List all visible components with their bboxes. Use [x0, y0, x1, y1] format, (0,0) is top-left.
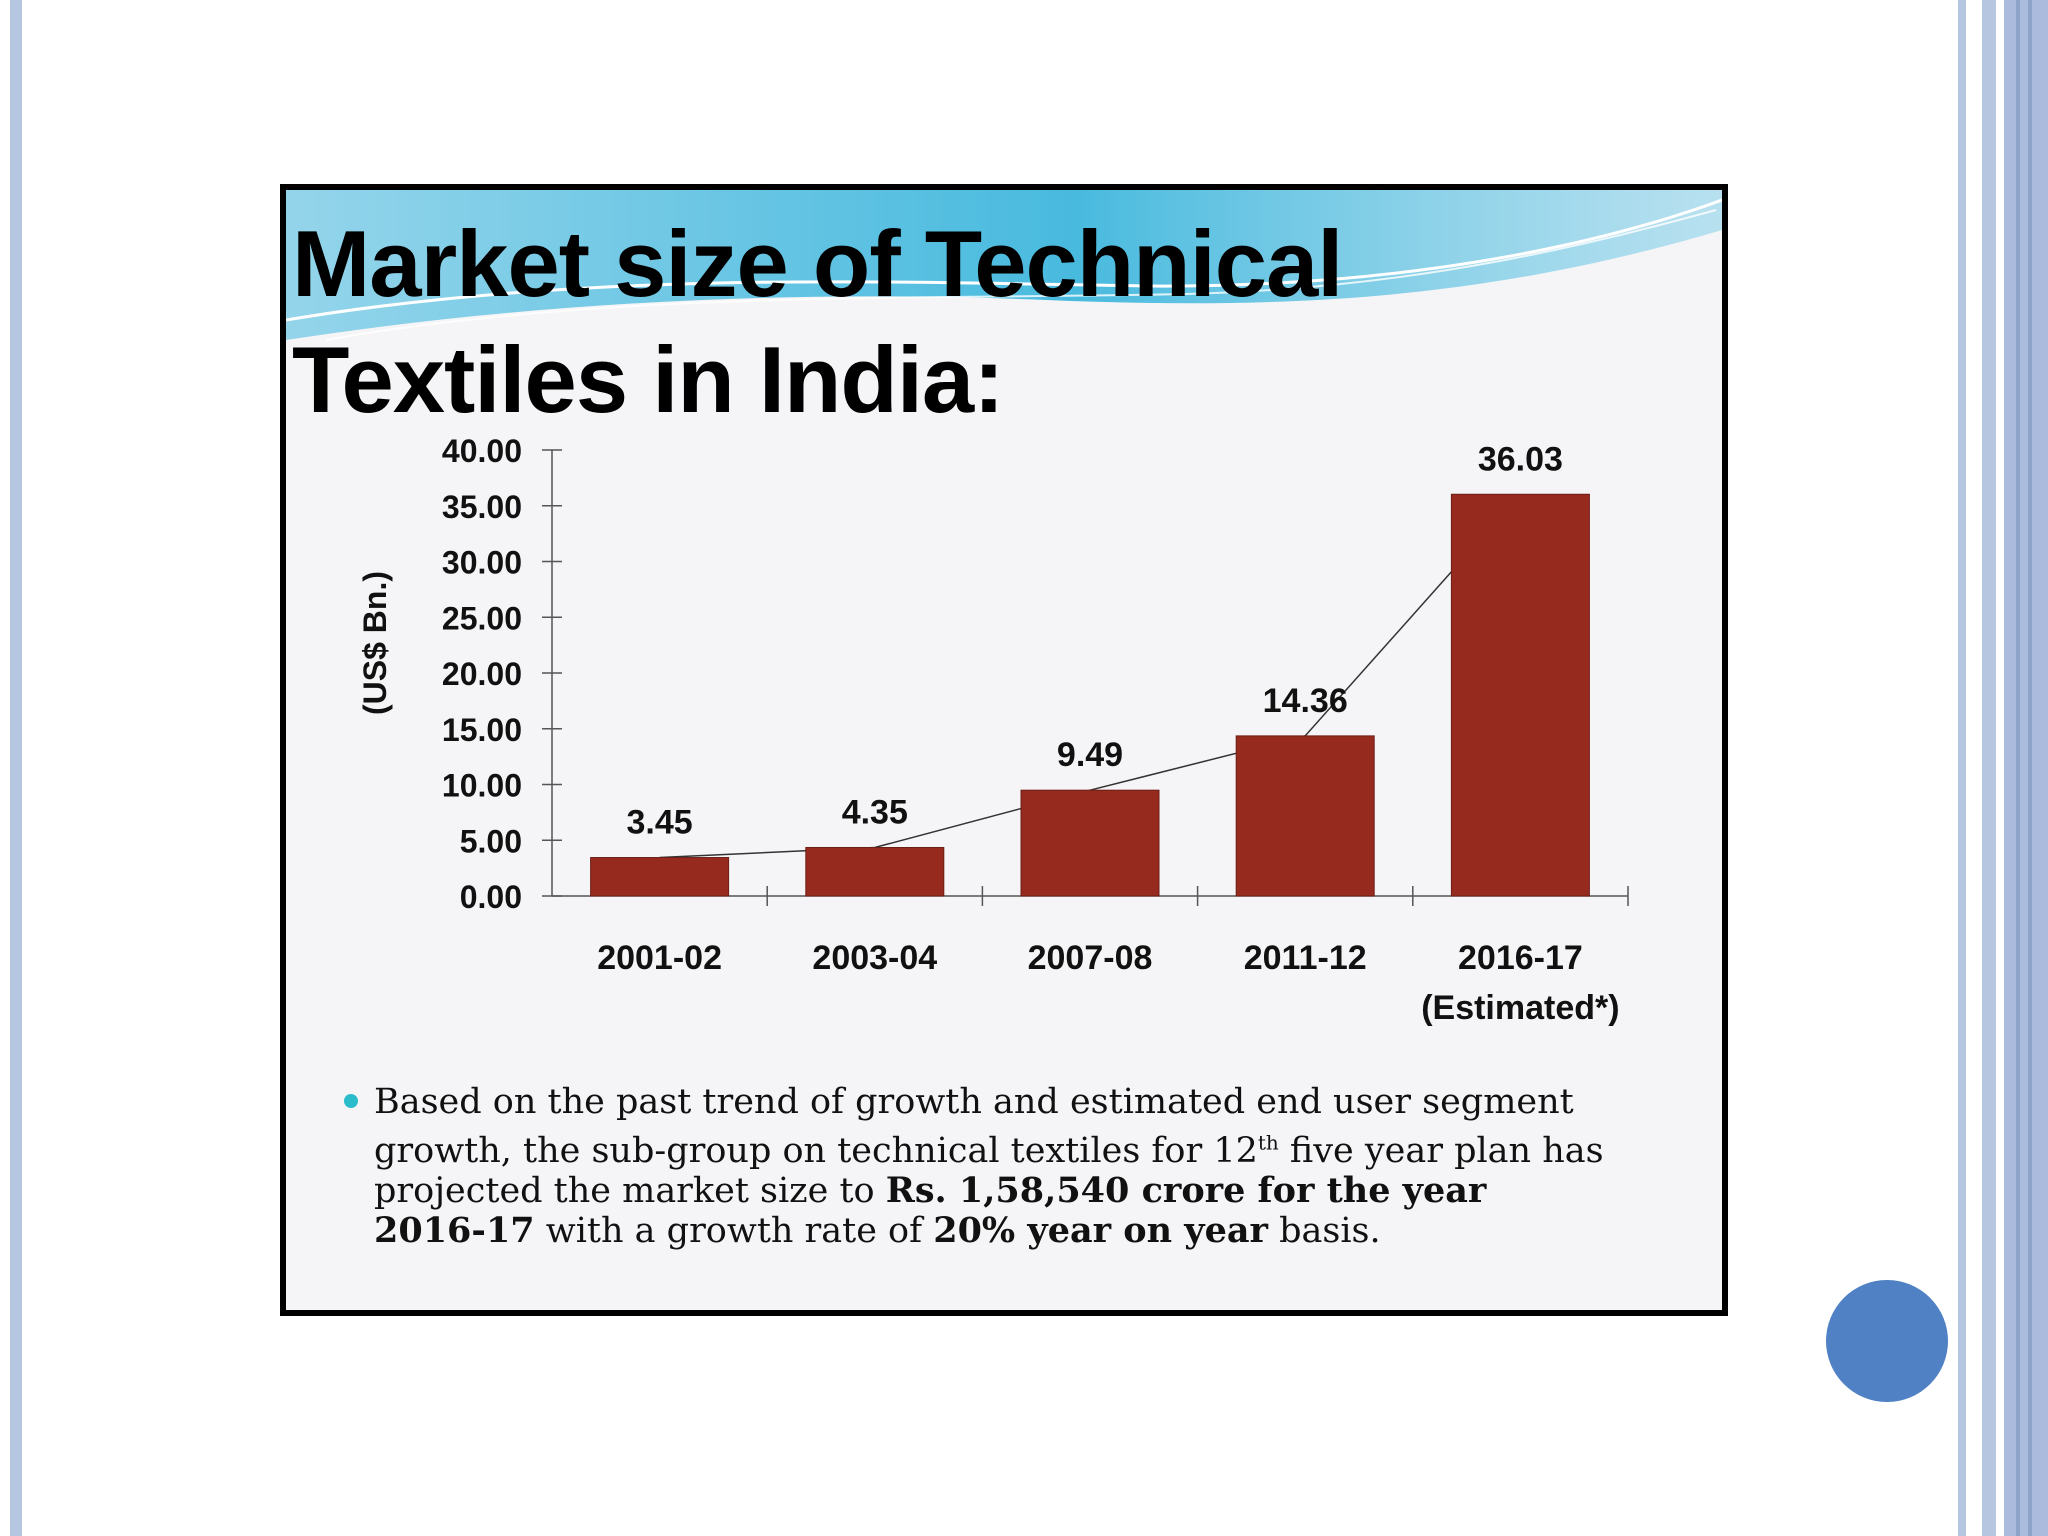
data-label: 9.49: [1057, 736, 1123, 774]
bullet-paragraph: Based on the past trend of growth and es…: [344, 1082, 1604, 1251]
bullet-text-part: Based on the past trend of growth and es…: [374, 1082, 1574, 1171]
data-label: 4.35: [842, 793, 908, 831]
y-tick-label: 30.00: [442, 545, 522, 581]
bullet-superscript: th: [1257, 1130, 1279, 1154]
x-tick-label: (Estimated*): [1421, 989, 1619, 1027]
y-tick-label: 0.00: [460, 879, 522, 915]
y-tick-label: 15.00: [442, 712, 522, 748]
slide-right-stripe: [1982, 0, 1996, 1536]
x-tick-label: 2001-02: [597, 939, 722, 977]
y-tick-label: 25.00: [442, 600, 522, 636]
bar: [805, 846, 945, 897]
slide-decor-circle: [1826, 1280, 1948, 1402]
y-tick-label: 5.00: [460, 823, 522, 859]
y-tick-label: 20.00: [442, 656, 522, 692]
x-tick-label: 2016-17: [1458, 939, 1583, 977]
slide-left-border: [10, 0, 22, 1536]
bullet-dot-icon: [344, 1094, 358, 1108]
bullet-text-part: with a growth rate of: [534, 1210, 934, 1251]
slide-right-stripe: [2016, 0, 2020, 1536]
x-tick-label: 2007-08: [1028, 939, 1153, 977]
y-tick-label: 35.00: [442, 489, 522, 525]
chart-title-line-2: Textiles in India:: [292, 327, 1005, 432]
bar: [1450, 493, 1590, 897]
chart-title-line-1: Market size of Technical: [292, 211, 1343, 316]
bullet-bold-text: Rs. 1,58,540 crore for the year 2016-17: [374, 1169, 1487, 1251]
chart-svg: 0.00 5.00 10.00 15.00 20.00 25.00 30.00 35.00 40…: [286, 190, 1722, 1027]
bullet-text: Based on the past trend of growth and es…: [374, 1082, 1604, 1251]
x-tick-label: 2011-12: [1244, 939, 1367, 977]
slide-right-stripe: [2004, 0, 2048, 1536]
x-tick-label: 2003-04: [812, 939, 937, 977]
data-label: 36.03: [1478, 440, 1563, 478]
data-label: 3.45: [627, 804, 693, 842]
bullet-text-part: basis.: [1267, 1210, 1381, 1251]
bar: [1235, 735, 1375, 897]
data-label: 14.36: [1263, 682, 1348, 720]
chart-picture: 0.00 5.00 10.00 15.00 20.00 25.00 30.00 35.00 40…: [280, 184, 1728, 1316]
bar: [590, 857, 730, 897]
slide-right-stripe: [2028, 0, 2032, 1536]
bar: [1020, 789, 1160, 897]
y-axis-label: (US$ Bn.): [357, 571, 393, 715]
y-tick-label: 40.00: [442, 433, 522, 469]
title-swoosh: [286, 190, 1722, 341]
bullet-bold-text: 20% year on year: [933, 1209, 1268, 1251]
y-tick-label: 10.00: [442, 768, 522, 804]
slide-right-stripe: [1958, 0, 1966, 1536]
chart-title: Market size of Technical Textiles in Ind…: [292, 206, 1343, 438]
bullet-text-part: five year plan has projected the market …: [374, 1130, 1604, 1211]
